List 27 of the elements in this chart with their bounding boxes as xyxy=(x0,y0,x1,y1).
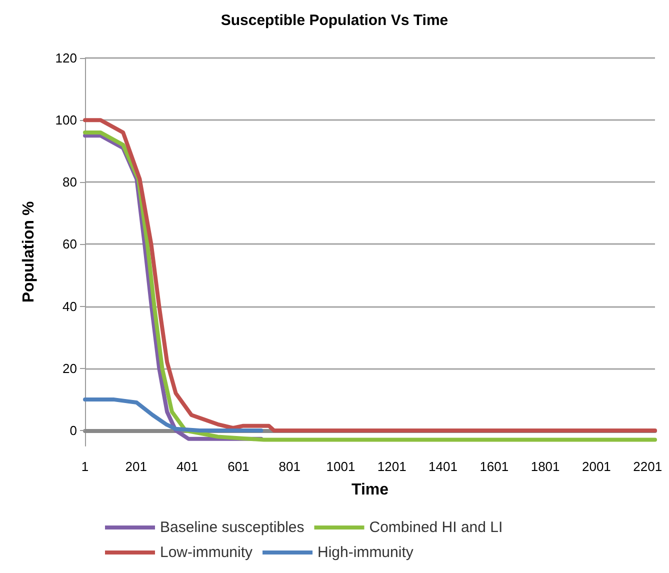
x-tick-label: 1401 xyxy=(428,459,458,474)
x-tick-label: 1801 xyxy=(530,459,560,474)
y-tick-label: 120 xyxy=(55,50,77,66)
legend-label: Baseline susceptibles xyxy=(160,519,304,536)
y-axis-title: Population % xyxy=(20,201,38,303)
y-tick-label: 60 xyxy=(62,236,77,252)
y-tick-label: 20 xyxy=(62,360,77,376)
chart-title: Susceptible Population Vs Time xyxy=(220,12,448,29)
y-tick-label: 40 xyxy=(62,298,77,314)
x-tick-label: 1201 xyxy=(377,459,406,474)
line-series xyxy=(83,397,264,432)
y-tick-label: 80 xyxy=(62,174,77,190)
x-tick-label: 2201 xyxy=(633,459,662,474)
x-tick-label: 1601 xyxy=(480,459,509,474)
x-axis-title: Time xyxy=(351,482,389,498)
y-tick-label: 0 xyxy=(70,422,77,438)
x-tick-label: 601 xyxy=(228,459,250,474)
legend-label: Combined HI and LI xyxy=(369,519,503,536)
legend-label: High-immunity xyxy=(318,544,414,561)
x-tick-label: 1 xyxy=(81,459,89,474)
x-tick-label: 201 xyxy=(125,459,147,474)
y-tick-label: 100 xyxy=(55,112,77,128)
x-tick-label: 401 xyxy=(176,459,198,474)
x-tick-label: 801 xyxy=(278,459,300,474)
legend-label: Low-immunity xyxy=(160,544,254,561)
x-tick-label: 1001 xyxy=(326,459,356,474)
x-tick-label: 2001 xyxy=(582,459,611,474)
